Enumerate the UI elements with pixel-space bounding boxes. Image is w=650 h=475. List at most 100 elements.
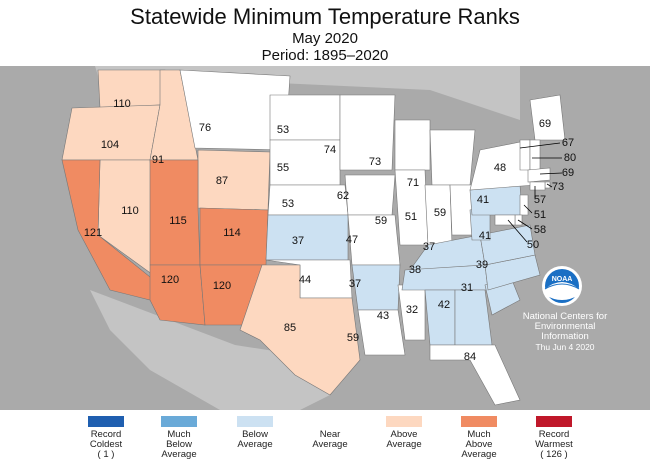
ncei-date: Thu Jun 4 2020 [535, 342, 595, 352]
legend-swatch [161, 416, 197, 427]
leader-lines-layer [507, 142, 563, 243]
leader-line-md [507, 219, 528, 243]
legend-label: Average [312, 439, 348, 450]
state-tx [239, 264, 361, 396]
state-rank-nh: 80 [564, 152, 576, 164]
state-wy [197, 149, 271, 211]
state-md [494, 214, 516, 226]
state-rank-tn: 38 [409, 264, 421, 276]
state-rank-tx: 85 [284, 322, 296, 334]
state-mn [339, 94, 396, 171]
state-rank-ne: 53 [282, 198, 294, 210]
state-rank-il: 59 [375, 215, 387, 227]
state-mi [429, 129, 476, 186]
state-ia [344, 174, 396, 216]
state-rank-nc: 39 [476, 259, 488, 271]
ncei-credit: National Centers for Environmental Infor… [505, 311, 625, 353]
state-rank-or: 104 [101, 139, 119, 151]
state-fl [429, 344, 521, 406]
state-rank-md: 50 [527, 239, 539, 251]
legend-item-below: Below Average [220, 416, 290, 450]
state-rank-al: 32 [406, 304, 418, 316]
state-or [61, 104, 161, 161]
noaa-logo-text: NOAA [552, 276, 573, 283]
legend-label: Record [90, 429, 122, 440]
legend-label: Much [167, 429, 191, 440]
ncei-line-2: Environmental [534, 321, 596, 332]
leader-line-vt [519, 142, 561, 149]
state-ut [149, 159, 201, 266]
legend-swatch [386, 416, 422, 427]
map-subtitle-period: Period: 1895–2020 [261, 47, 389, 64]
state-rank-id: 91 [152, 154, 164, 166]
legend-label: Coldest [89, 439, 123, 450]
leader-line-de [517, 219, 533, 230]
state-ct [529, 181, 546, 191]
state-vt [519, 139, 531, 171]
state-rank-nd: 53 [277, 124, 289, 136]
state-rank-wy: 87 [216, 175, 228, 187]
state-rank-ga: 42 [438, 299, 450, 311]
state-rank-nm: 120 [213, 280, 231, 292]
leader-line-nj [523, 204, 533, 214]
state-rank-oh: 59 [434, 207, 446, 219]
legend-swatch [536, 416, 572, 427]
legend-label: Above [390, 429, 418, 440]
legend-swatch [312, 416, 348, 427]
noaa-logo-icon: NOAA [542, 266, 582, 306]
state-rank-ms: 43 [377, 310, 389, 322]
state-rank-in: 51 [405, 211, 417, 223]
state-ma [527, 167, 551, 183]
map: 110 104 91 76 87 110 121 115 114 120 120 53 55 53 37 44… [0, 66, 650, 410]
state-rank-sd: 55 [277, 162, 289, 174]
leader-line-ma [539, 172, 563, 175]
legend-item-much-below: Much Below Average [144, 416, 214, 460]
legend-label: Below [242, 429, 268, 440]
legend-label: Near [319, 429, 341, 440]
state-rank-mi: 71 [407, 177, 419, 189]
legend-swatch [88, 416, 124, 427]
legend-label: Warmest [535, 439, 573, 450]
state-rank-sc: 31 [461, 282, 473, 294]
rank-labels-layer: 110 104 91 76 87 110 121 115 114 120 120 53 55 53 37 44… [84, 98, 576, 363]
legend-label: Much [467, 429, 491, 440]
state-rank-ia: 62 [337, 190, 349, 202]
state-me [529, 94, 566, 141]
state-rank-me: 69 [539, 118, 551, 130]
state-wi [394, 119, 431, 171]
state-rank-mn: 74 [324, 144, 336, 156]
state-rank-la: 59 [347, 332, 359, 344]
state-rank-ks: 37 [292, 235, 304, 247]
title-block: Statewide Minimum Temperature Ranks May … [0, 4, 650, 64]
legend-count: ( 1 ) [97, 449, 115, 460]
state-rank-mo: 47 [346, 234, 358, 246]
leader-line-ri [546, 183, 553, 188]
state-rank-nv: 110 [121, 205, 139, 217]
state-rank-ky: 37 [423, 241, 435, 253]
legend-swatch [237, 416, 273, 427]
ncei-line-1: National Centers for [522, 311, 608, 322]
legend-label: Average [161, 449, 197, 460]
state-az [149, 264, 206, 326]
state-rank-fl: 84 [464, 351, 476, 363]
legend: Record Coldest ( 1 ) Much Below Average … [0, 416, 650, 475]
state-ks [265, 214, 349, 261]
legend-item-record-coldest: Record Coldest ( 1 ) [71, 416, 141, 460]
legend-label: Below [166, 439, 192, 450]
state-rank-de: 58 [534, 224, 546, 236]
legend-item-much-above: Much Above Average [444, 416, 514, 460]
ncei-line-3: Information [541, 331, 589, 342]
state-rank-ny: 48 [494, 162, 506, 174]
state-rank-ca: 121 [84, 227, 102, 239]
legend-item-above: Above Average [369, 416, 439, 450]
map-subtitle-month: May 2020 [292, 30, 358, 47]
map-canvas: 110 104 91 76 87 110 121 115 114 120 120 53 55 53 37 44… [0, 66, 650, 410]
state-nh [529, 139, 541, 171]
state-rank-az: 120 [161, 274, 179, 286]
state-rank-ma: 69 [562, 167, 574, 179]
state-rank-va: 41 [479, 230, 491, 242]
legend-label: Above [465, 439, 493, 450]
state-rank-wa: 110 [113, 98, 131, 110]
state-rank-ut: 115 [169, 215, 187, 227]
state-rank-co: 114 [223, 227, 241, 239]
